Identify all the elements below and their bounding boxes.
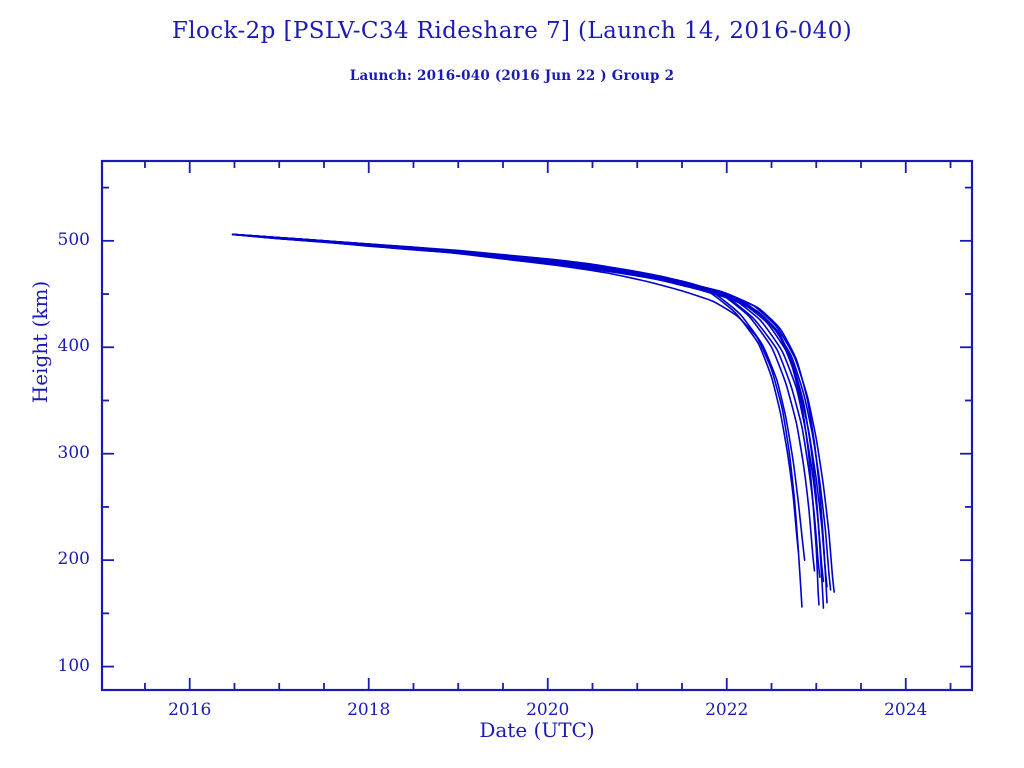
x-tick-label: 2024	[884, 700, 928, 720]
decay-curve	[231, 233, 816, 572]
chart-title: Flock-2p [PSLV-C34 Rideshare 7] (Launch …	[171, 18, 853, 44]
x-axis-title: Date (UTC)	[479, 718, 595, 742]
plot-frame	[100, 159, 974, 692]
chart-subtitle: Launch: 2016-040 (2016 Jun 22 ) Group 2	[349, 68, 675, 84]
decay-curve	[231, 233, 828, 588]
decay-curve	[231, 233, 821, 578]
y-tick-label: 400	[57, 336, 90, 357]
decay-curve	[231, 233, 820, 606]
y-axis-title: Height (km)	[28, 280, 52, 404]
y-tick-label: 300	[57, 442, 90, 463]
decay-curve	[231, 233, 825, 609]
y-tick-label: 200	[57, 549, 90, 570]
decay-curve	[231, 233, 832, 591]
decay-curve	[231, 233, 806, 561]
x-tick-label: 2020	[526, 700, 570, 720]
x-tick-label: 2022	[705, 700, 749, 720]
decay-curves	[231, 233, 835, 609]
decay-curve	[231, 233, 825, 583]
y-tick-label: 100	[57, 655, 90, 676]
decay-curve	[231, 233, 835, 593]
decay-curve	[231, 233, 800, 553]
x-tick-label: 2018	[347, 700, 391, 720]
y-tick-label: 500	[57, 229, 90, 250]
decay-curve	[231, 233, 828, 604]
decay-curve	[231, 233, 803, 608]
x-tick-label: 2016	[168, 700, 212, 720]
axis-ticks	[102, 161, 972, 690]
